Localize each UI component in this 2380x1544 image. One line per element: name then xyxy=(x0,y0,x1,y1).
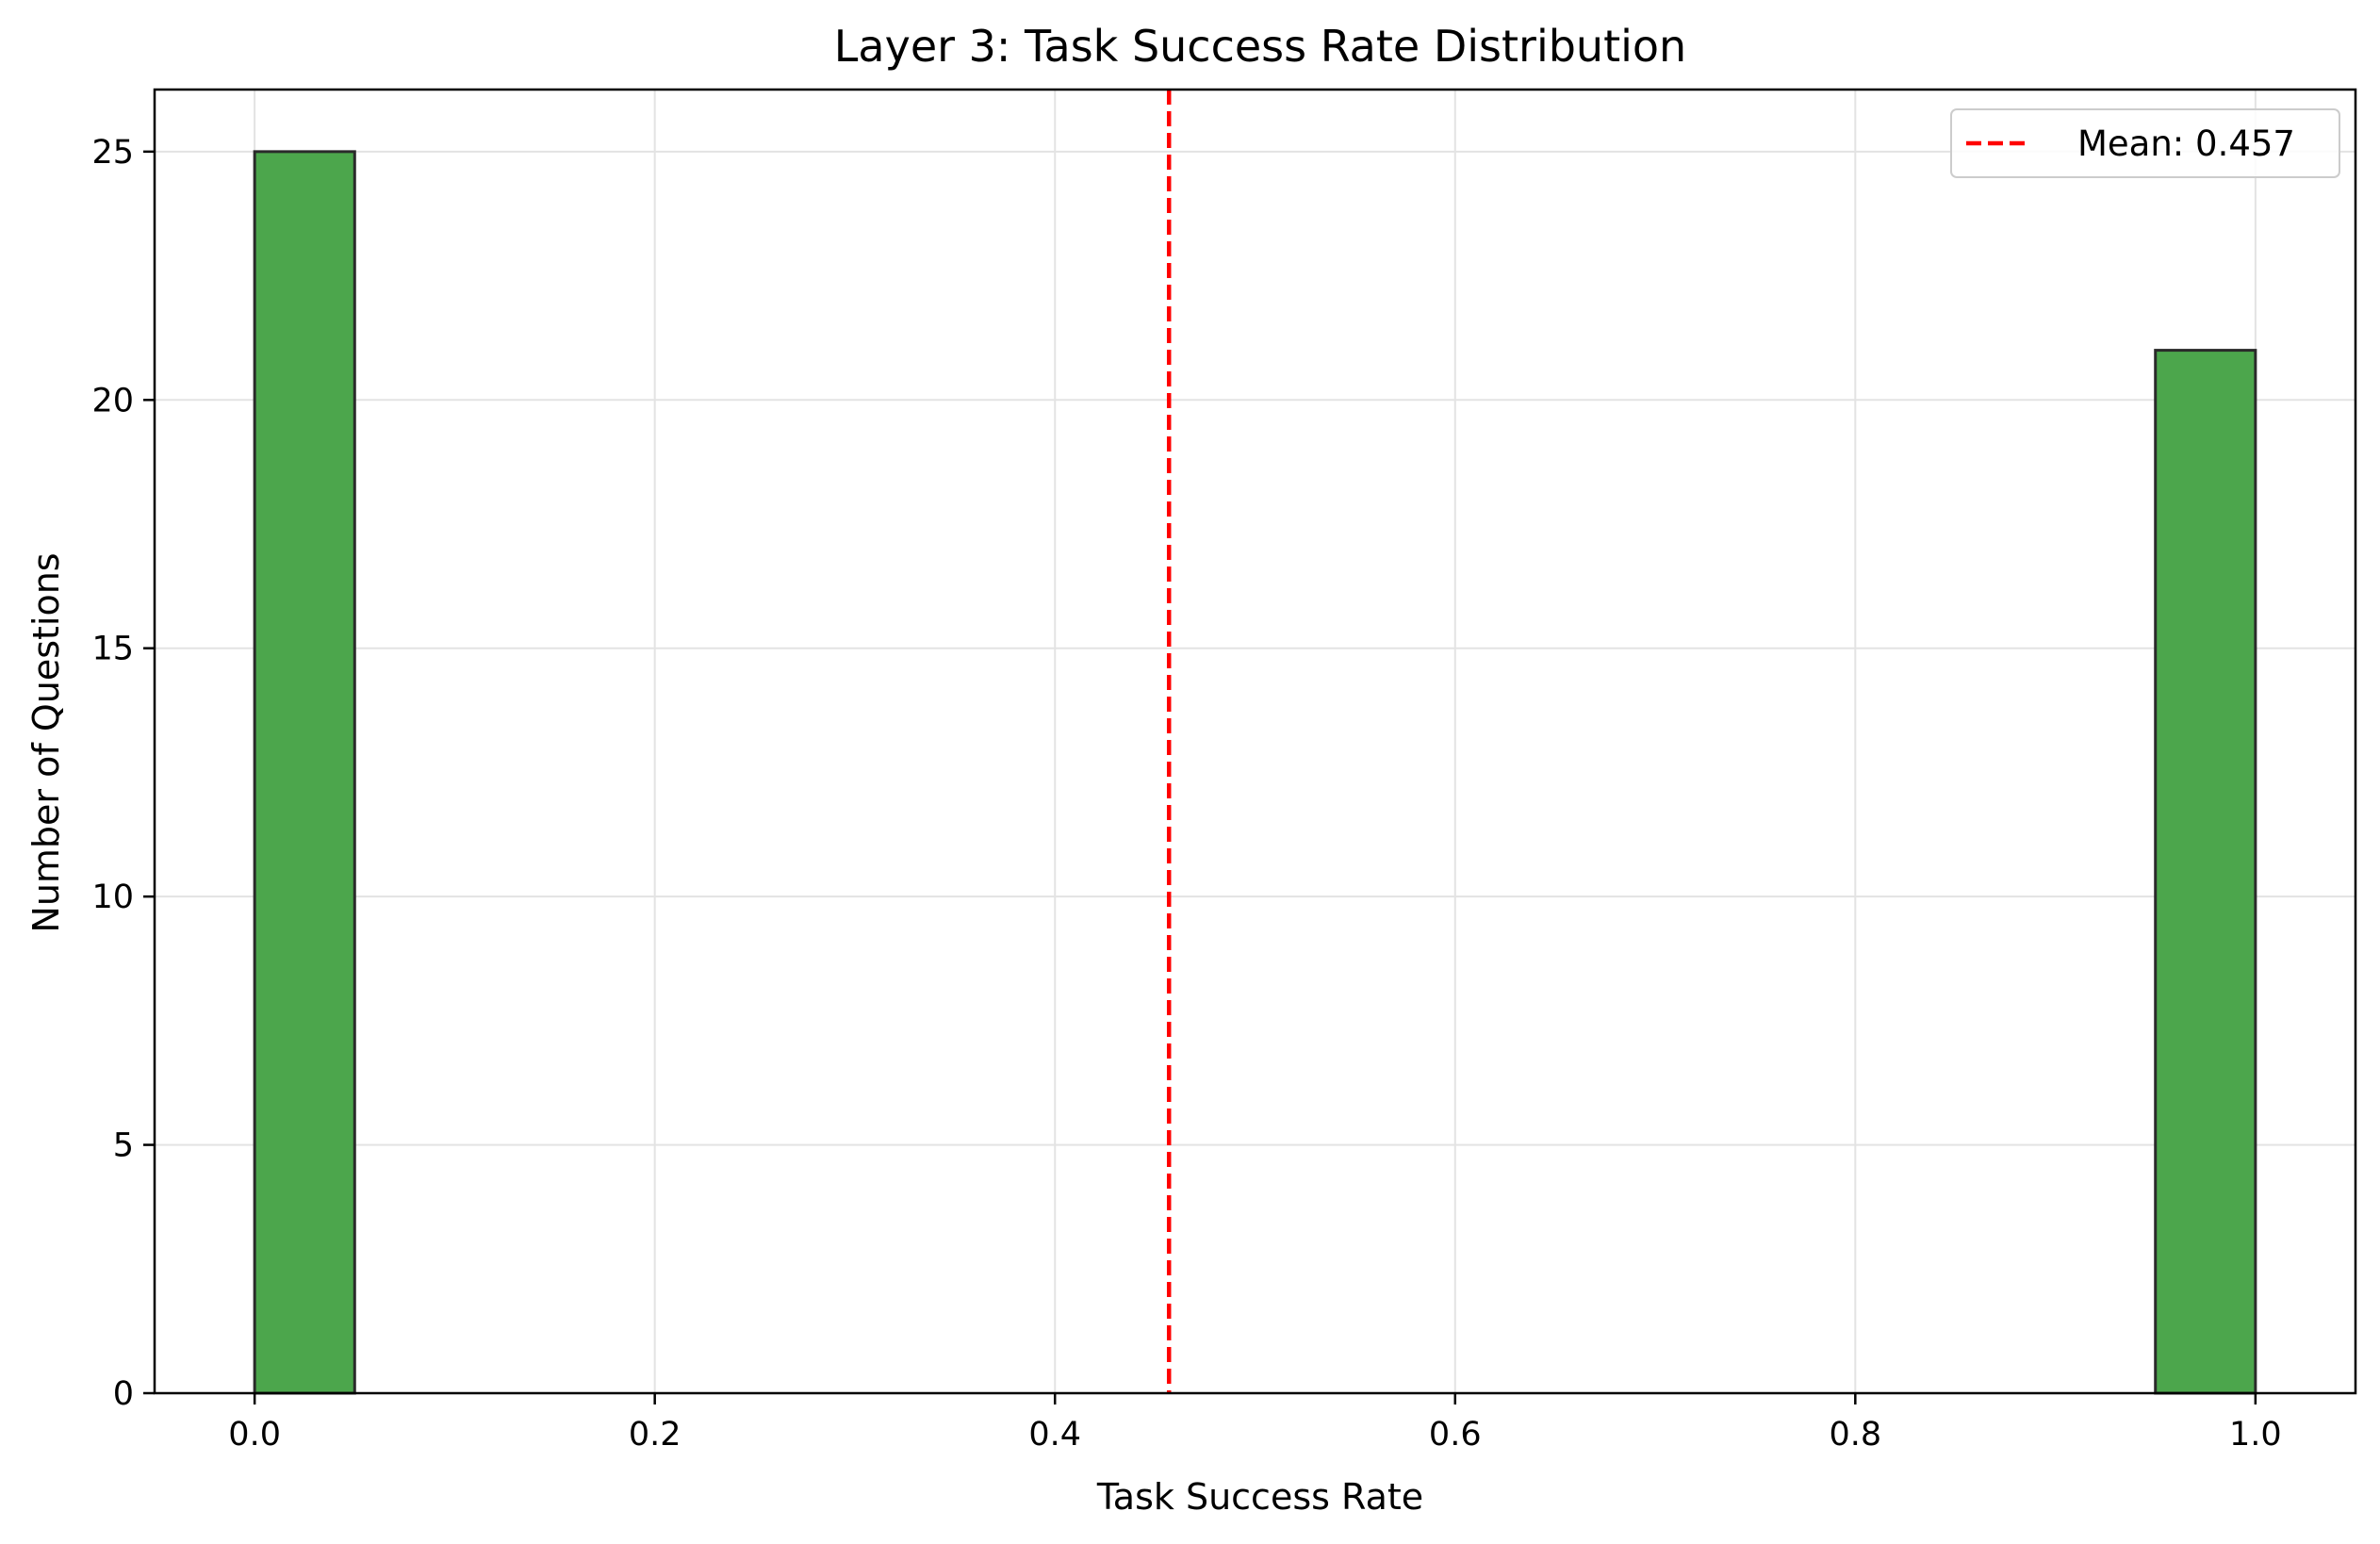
x-tick-label-5: 1.0 xyxy=(2229,1416,2282,1454)
x-axis-ticks: 0.0 0.2 0.4 0.6 0.8 1.0 xyxy=(228,1393,2282,1454)
histogram-bar-1 xyxy=(2154,349,2257,1395)
histogram-bar-0 xyxy=(253,150,356,1395)
legend-mean-label: Mean: 0.457 xyxy=(2077,123,2295,164)
y-axis-ticks: 0 5 10 15 20 25 xyxy=(91,134,155,1413)
histogram-bars xyxy=(253,150,2257,1395)
x-axis-label: Task Success Rate xyxy=(1096,1476,1423,1518)
x-tick-label-0: 0.0 xyxy=(228,1416,281,1454)
y-tick-label-5: 25 xyxy=(91,134,134,172)
y-tick-label-3: 15 xyxy=(91,631,134,668)
x-tick-label-1: 0.2 xyxy=(629,1416,681,1454)
y-tick-label-4: 20 xyxy=(91,382,134,419)
x-tick-label-2: 0.4 xyxy=(1028,1416,1081,1454)
chart-title: Layer 3: Task Success Rate Distribution xyxy=(834,21,1686,72)
y-tick-label-1: 5 xyxy=(113,1127,134,1165)
y-tick-label-2: 10 xyxy=(91,879,134,916)
x-tick-label-3: 0.6 xyxy=(1429,1416,1482,1454)
legend: Mean: 0.457 xyxy=(1950,108,2340,178)
x-tick-label-4: 0.8 xyxy=(1829,1416,1881,1454)
plot-frame xyxy=(153,88,2357,1395)
y-tick-label-0: 0 xyxy=(113,1375,134,1413)
legend-box xyxy=(1950,108,2340,178)
y-axis-label: Number of Questions xyxy=(25,552,67,932)
